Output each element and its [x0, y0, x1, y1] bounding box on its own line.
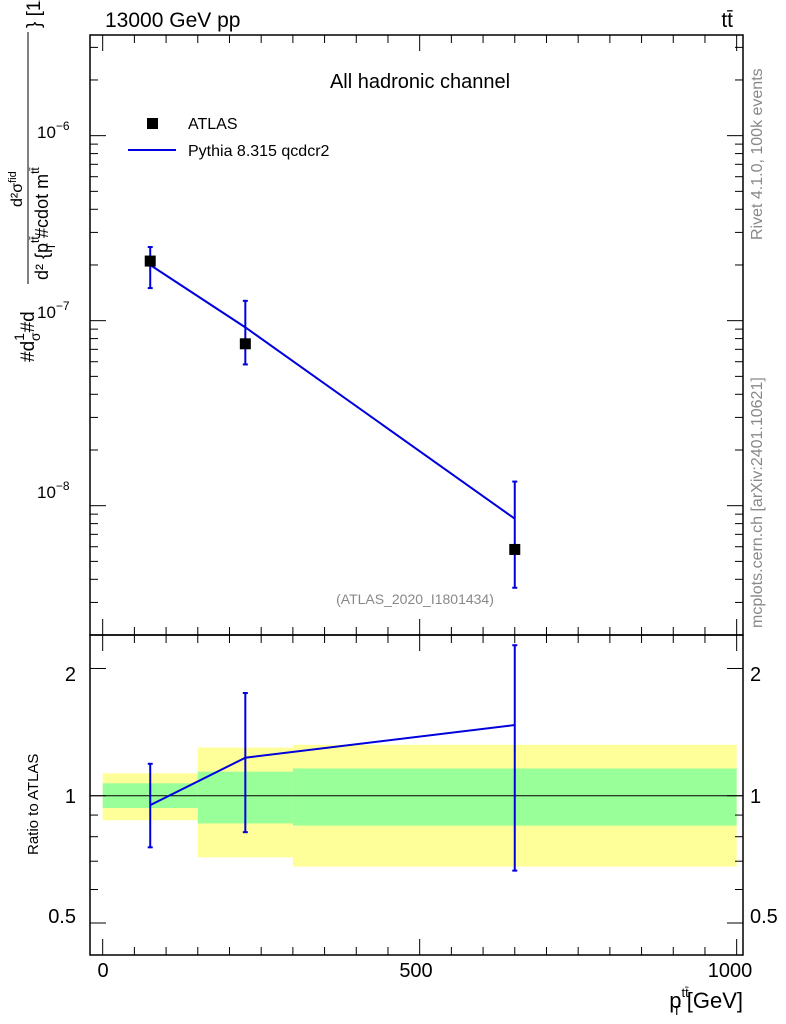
analysis-tag: (ATLAS_2020_I1801434): [336, 591, 494, 607]
header-process-label: tt̄: [721, 9, 733, 32]
svg-text:} [1/GeV2]: } [1/GeV2]: [20, 0, 45, 28]
pythia-line: [149, 264, 516, 520]
ytick-label-1e-7: 10−7: [37, 299, 70, 322]
main-tick-layer: [90, 35, 743, 636]
ratio-tick-layer: [90, 635, 743, 955]
ratio-ytick-1-left: 1: [65, 786, 76, 808]
legend-atlas-label: ATLAS: [188, 116, 238, 133]
main-title: All hadronic channel: [330, 71, 510, 93]
svg-text:d² {ptt̄T #cdot mtt̄: d² {ptt̄T #cdot mtt̄: [28, 167, 58, 280]
legend: ATLAS Pythia 8.315 qcdcr2: [128, 116, 330, 160]
x-axis-label: ptt̄ T [GeV]: [669, 985, 743, 1018]
atlas-data-point: [509, 543, 521, 555]
ratio-plot-frame: [89, 634, 744, 956]
ratio-y-axis-label: Ratio to ATLAS: [25, 754, 42, 855]
atlas-data-point: [144, 255, 156, 267]
atlas-data-point: [239, 338, 251, 350]
header-energy-label: 13000 GeV pp: [105, 9, 240, 32]
xtick-label-0: 0: [97, 960, 108, 982]
ratio-ytick-0.5-left: 0.5: [48, 906, 76, 928]
ytick-label-1e-6: 10−6: [37, 119, 70, 142]
main-y-axis-label: #d1σ#d d²σfid d² {ptt̄T #cdot mtt̄ } [1/…: [7, 0, 58, 362]
main-data-layer: [144, 246, 521, 589]
rivet-version-label: Rivet 4.1.0, 100k events: [749, 68, 766, 240]
ratio-ytick-1-right: 1: [750, 786, 761, 808]
main-panel: All hadronic channel (ATLAS_2020_I180143…: [7, 0, 744, 636]
svg-text:#d1σ#d: #d1σ#d: [11, 311, 43, 362]
ytick-label-1e-8: 10−8: [37, 479, 70, 502]
ratio-ytick-0.5-right: 0.5: [750, 906, 778, 928]
xtick-label-500: 500: [399, 960, 432, 982]
ratio-data-layer: [90, 644, 743, 872]
legend-atlas-marker: [147, 118, 158, 129]
mcplots-label: mcplots.cern.ch [arXiv:2401.10621]: [749, 377, 766, 628]
xtick-label-1000: 1000: [708, 960, 753, 982]
ratio-ytick-2-left: 2: [65, 664, 76, 686]
ratio-panel: 2 1 0.5 2 1 0.5 0 500 1000 Ratio to ATLA…: [25, 634, 778, 1018]
legend-pythia-label: Pythia 8.315 qcdcr2: [188, 143, 330, 160]
svg-text:d²σfid: d²σfid: [7, 171, 26, 207]
ratio-ytick-2-right: 2: [750, 664, 761, 686]
